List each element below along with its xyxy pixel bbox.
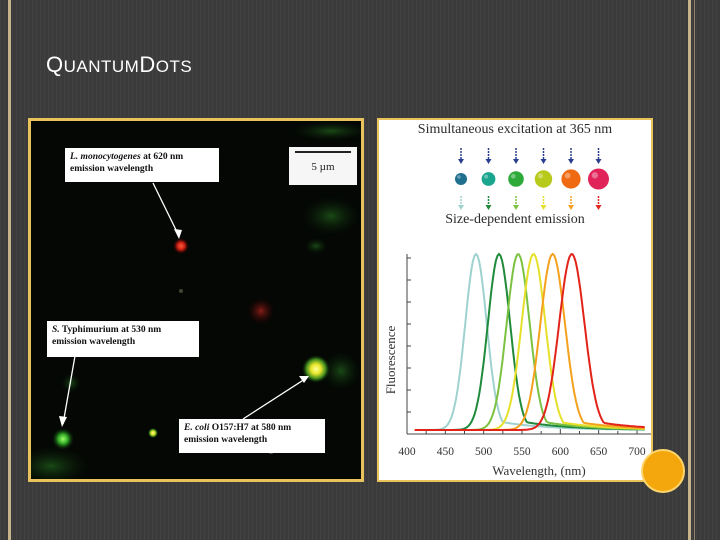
quantum-dot-highlight <box>537 173 544 179</box>
quantum-dot-sphere <box>534 170 553 188</box>
callout-l-monocytogenes: L. monocytogenes at 620 nm emission wave… <box>65 148 219 182</box>
callout-line2: emission wavelength <box>70 164 154 174</box>
quantum-dot-highlight <box>564 172 571 179</box>
scale-label: 5 µm <box>311 161 335 173</box>
quantum-dot-highlight <box>484 174 489 179</box>
x-tick-label: 600 <box>551 446 569 458</box>
fluorescence-micrograph: L. monocytogenes at 620 nm emission wave… <box>28 118 364 482</box>
excitation-arrowhead <box>485 159 492 164</box>
excitation-arrowhead <box>540 159 547 164</box>
emission-figure: Simultaneous excitation at 365 nm Size-d… <box>377 118 653 482</box>
x-tick-label: 550 <box>513 446 531 458</box>
quantum-dot-highlight <box>510 173 516 179</box>
quantum-dot-sphere <box>455 173 467 185</box>
excitation-arrowhead <box>458 159 464 164</box>
callout-line2: emission wavelength <box>52 337 136 347</box>
quantum-dot-highlight <box>457 175 461 179</box>
title-word-1: uantum <box>63 57 140 76</box>
emission-label: Size-dependent emission <box>445 212 585 227</box>
excitation-arrowhead <box>513 159 519 164</box>
callout-text: at 620 nm <box>140 152 184 162</box>
quantum-dot-sphere <box>508 171 524 187</box>
quantum-dot-highlight <box>591 172 598 179</box>
callout-line2: emission wavelength <box>184 435 268 445</box>
x-tick-label: 500 <box>475 446 493 458</box>
title-word-2: ots <box>155 57 193 76</box>
frame-line-right-inner <box>694 0 695 540</box>
callout-species: E. coli <box>184 423 210 433</box>
quantum-dot-sphere <box>481 172 496 186</box>
scale-bar-box: 5 µm <box>289 147 357 185</box>
callout-s-typhimurium: S. Typhimurium at 530 nm emission wavele… <box>47 321 199 357</box>
excitation-label: Simultaneous excitation at 365 nm <box>417 122 613 137</box>
emission-arrowhead <box>513 205 519 210</box>
excitation-arrowhead <box>568 159 574 164</box>
callout-e-coli: E. coli O157:H7 at 580 nm emission wavel… <box>179 419 325 453</box>
quantum-dot-sphere <box>588 168 609 190</box>
emission-arrowhead <box>595 205 602 210</box>
emission-arrowhead <box>568 205 574 210</box>
emission-arrowhead <box>458 205 464 210</box>
callout-species: S. <box>52 325 60 335</box>
frame-line-left <box>8 0 11 540</box>
emission-arrowhead <box>540 205 547 210</box>
emission-arrowhead <box>485 205 492 210</box>
x-tick-label: 400 <box>398 446 416 458</box>
x-tick-label: 700 <box>628 446 646 458</box>
excitation-arrowhead <box>595 159 602 164</box>
title-second-letter: D <box>139 52 156 77</box>
emission-graphic <box>406 148 651 435</box>
frame-line-right <box>688 0 691 540</box>
callout-species: L. monocytogenes <box>70 152 141 162</box>
scale-bar <box>295 151 351 153</box>
emission-curve <box>414 252 645 431</box>
title-first-letter: Q <box>46 52 64 77</box>
decorative-orange-circle <box>641 449 685 493</box>
emission-curve <box>414 253 645 431</box>
x-axis-label: Wavelength, (nm) <box>492 463 586 478</box>
x-tick-label: 450 <box>436 446 454 458</box>
callout-text: Typhimurium at 530 nm <box>59 325 162 335</box>
quantum-dot-sphere <box>561 169 581 189</box>
callout-text: O157:H7 at 580 nm <box>209 423 292 433</box>
x-tick-label: 650 <box>590 446 608 458</box>
y-axis-label: Fluorescence <box>383 325 398 395</box>
slide-title: Quantum Dots <box>46 52 192 78</box>
